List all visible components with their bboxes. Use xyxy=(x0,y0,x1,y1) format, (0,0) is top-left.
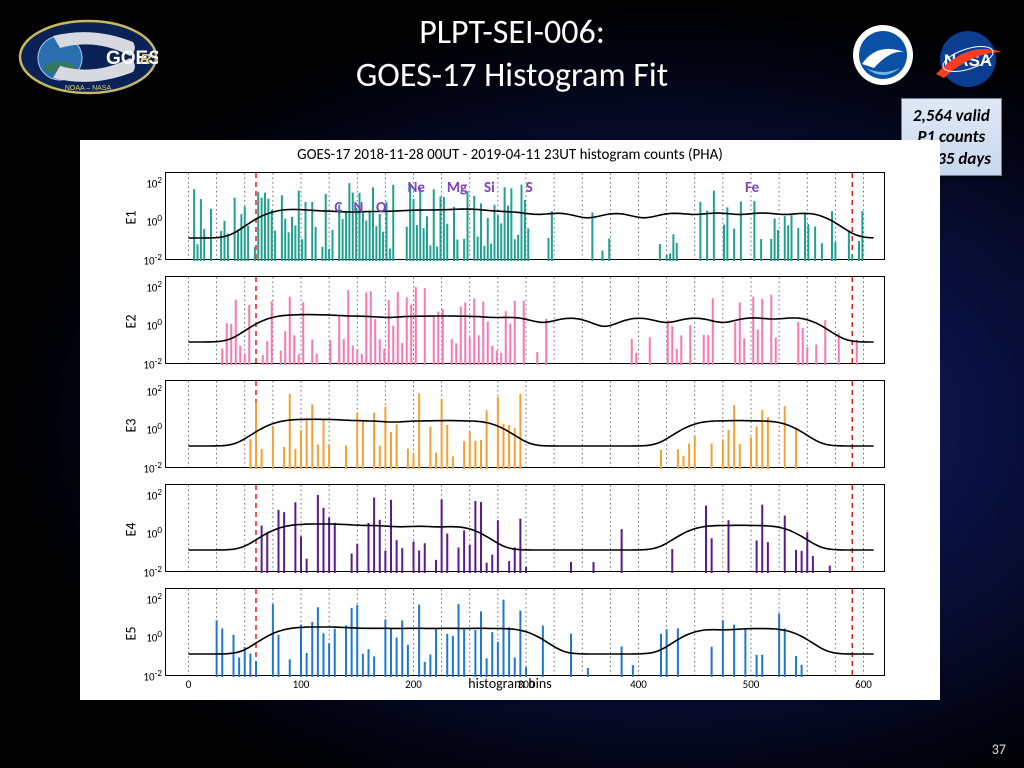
slide-title: PLPT-SEI-006: GOES-17 Histogram Fit xyxy=(0,12,1024,97)
ylabel-e1: E1 xyxy=(122,211,139,225)
ylabel-e2: E2 xyxy=(122,315,139,329)
panel-e4: E410-2100102 xyxy=(165,484,885,572)
panel-e5: E510-21001020100200300400500600 xyxy=(165,588,885,676)
ylabel-e4: E4 xyxy=(122,523,139,537)
panel-e3: E310-2100102 xyxy=(165,380,885,468)
title-line1: PLPT-SEI-006: xyxy=(419,12,605,53)
histogram-chart: GOES-17 2018-11-28 00UT - 2019-04-11 23U… xyxy=(80,140,940,700)
chart-title: GOES-17 2018-11-28 00UT - 2019-04-11 23U… xyxy=(80,146,940,164)
slide-number: 37 xyxy=(992,741,1006,758)
panel-e2: E210-2100102 xyxy=(165,276,885,364)
panel-e1: E110-2100102CNONeMgSiSFe xyxy=(165,172,885,260)
x-axis-label: histogram bins xyxy=(80,675,940,692)
ylabel-e3: E3 xyxy=(122,419,139,433)
title-line2: GOES-17 Histogram Fit xyxy=(356,55,668,96)
ylabel-e5: E5 xyxy=(122,627,139,641)
